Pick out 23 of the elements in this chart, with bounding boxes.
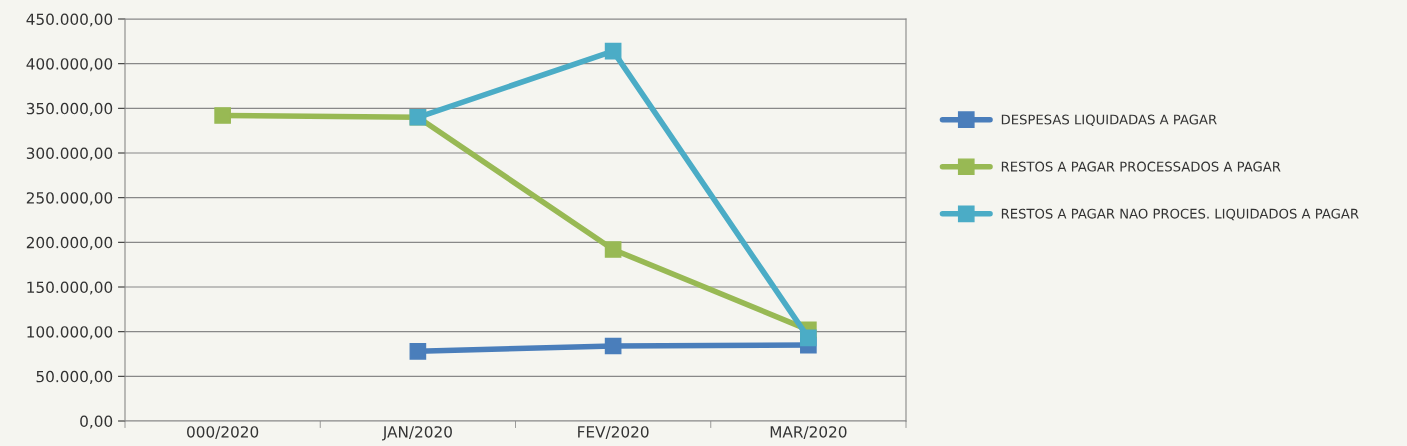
point (800, 329, 817, 347)
y-tick-label: 100.000,00 (27, 326, 113, 340)
y-tick-label: 50.000,00 (36, 370, 113, 384)
legend-label: RESTOS A PAGAR NAO PROCES. LIQUIDADOS A PAGAR (1001, 208, 1359, 221)
legend-label: RESTOS A PAGAR PROCESSADOS A PAGAR (1001, 161, 1281, 172)
y-tick-label: 0,00 (80, 415, 113, 429)
point (604, 337, 622, 355)
y-tick-label: 250.000,00 (26, 192, 113, 206)
x-tick-label: 000/2020 (187, 426, 259, 439)
legend-label: DESPESAS LIQUIDADAS A PAGAR (1001, 114, 1217, 127)
point (604, 42, 622, 60)
x-tick-label: JAN/2020 (382, 426, 452, 441)
y-tick-label: 400.000,00 (26, 58, 113, 72)
y-tick-label: 350.000,00 (26, 102, 113, 116)
y-tick-label: 450.000,00 (26, 13, 113, 27)
x-tick-label: MAR/2020 (770, 426, 847, 439)
y-tick-label: 150.000,00 (27, 281, 113, 295)
y-tick-label: 200.000,00 (26, 236, 113, 250)
y-tick-label: 300.000,00 (26, 147, 113, 161)
x-tick-label: FEV/2020 (578, 426, 649, 439)
point (604, 241, 622, 258)
point (409, 342, 427, 360)
point (214, 107, 231, 124)
